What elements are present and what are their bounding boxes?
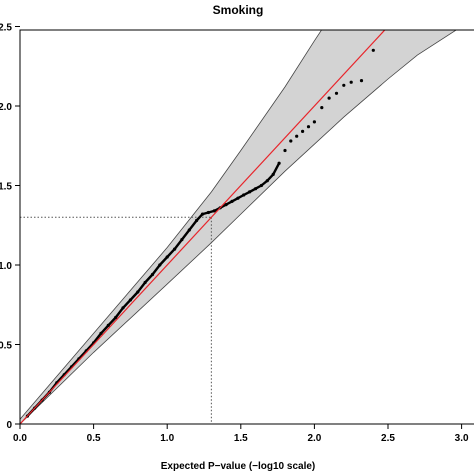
- confidence-band: [20, 30, 457, 424]
- y-tick-label: 1.0: [0, 261, 12, 272]
- data-point: [349, 80, 353, 84]
- x-tick-label: 2.5: [381, 433, 395, 444]
- identity-line: [20, 30, 386, 424]
- data-point: [248, 190, 252, 194]
- plot-area: [20, 3, 457, 424]
- x-tick-label: 0.0: [13, 433, 27, 444]
- x-tick-label: 2.0: [307, 433, 321, 444]
- data-point: [143, 280, 147, 285]
- data-point: [289, 139, 293, 143]
- y-tick-label: 2.5: [0, 23, 12, 34]
- confidence-band-lower: [20, 30, 457, 424]
- data-point: [180, 238, 184, 242]
- y-tick-label: 1.5: [0, 182, 12, 193]
- data-point: [173, 247, 177, 251]
- data-point: [200, 212, 205, 216]
- data-point: [165, 255, 169, 259]
- x-tick-label: 0.5: [87, 433, 101, 444]
- data-point: [395, 3, 398, 6]
- x-tick-label: 1.5: [234, 433, 248, 444]
- data-point: [150, 272, 155, 277]
- data-point: [371, 48, 375, 52]
- chart-title: Smoking: [213, 3, 264, 17]
- data-point: [259, 183, 263, 188]
- data-point: [271, 172, 275, 176]
- data-point: [359, 79, 364, 83]
- x-tick-label: 1.0: [160, 433, 174, 444]
- data-point: [320, 106, 324, 110]
- x-axis-label: Expected P−value (−log10 scale): [161, 461, 316, 472]
- data-point: [224, 203, 228, 207]
- data-point: [136, 290, 140, 294]
- data-point: [342, 83, 346, 87]
- data-point: [121, 306, 125, 310]
- data-point: [327, 96, 331, 100]
- data-point: [277, 161, 281, 165]
- confidence-band-upper: [20, 30, 323, 420]
- data-point: [230, 199, 234, 203]
- data-point: [99, 331, 103, 335]
- y-tick-label: 0.5: [0, 341, 12, 352]
- data-point: [283, 148, 287, 153]
- data-point: [306, 125, 311, 129]
- data-point: [384, 23, 387, 26]
- plot-frame: [19, 29, 474, 425]
- data-point: [114, 315, 118, 320]
- data-point: [206, 210, 210, 215]
- y-tick-label: 0: [6, 420, 12, 431]
- data-point: [265, 179, 269, 183]
- data-point: [128, 298, 132, 302]
- data-point: [301, 129, 305, 133]
- data-point: [334, 91, 339, 95]
- data-point: [236, 196, 240, 200]
- y-tick-label: 2.0: [0, 102, 12, 113]
- data-point: [158, 263, 162, 267]
- data-point: [253, 187, 258, 191]
- x-axis: 0.0 0.5 1.0 1.5 2.0 2.5 3.0: [13, 424, 469, 444]
- data-point: [242, 193, 246, 197]
- y-axis: 00.51.01.52.02.53.0: [0, 23, 20, 431]
- data-point: [312, 120, 316, 124]
- data-point: [195, 218, 199, 223]
- data-point: [295, 134, 299, 138]
- data-point: [212, 209, 216, 213]
- x-tick-label: 3.0: [455, 433, 469, 444]
- data-point: [106, 323, 110, 327]
- data-point: [187, 228, 191, 232]
